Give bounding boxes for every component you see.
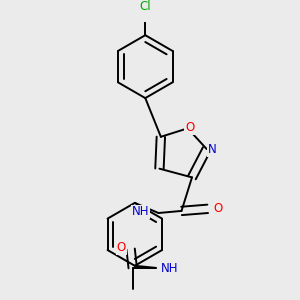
Text: NH: NH [161, 262, 178, 275]
Text: O: O [117, 242, 126, 254]
Text: N: N [208, 142, 216, 156]
Text: O: O [185, 121, 194, 134]
Text: O: O [214, 202, 223, 215]
Text: Cl: Cl [140, 0, 151, 14]
Text: NH: NH [131, 206, 149, 218]
